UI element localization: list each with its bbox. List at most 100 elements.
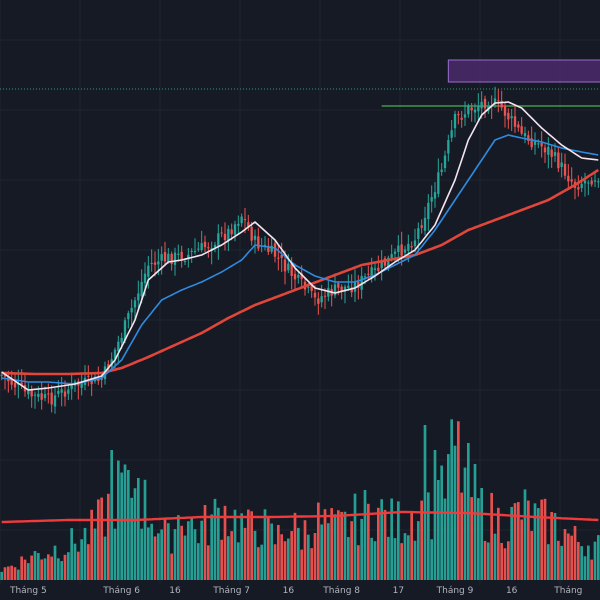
candle-body: [590, 180, 593, 185]
volume-bar: [33, 551, 37, 580]
candle-body: [470, 107, 473, 111]
candle-body: [550, 149, 553, 157]
ma-slow-line: [1, 168, 599, 376]
candle-body: [270, 245, 273, 252]
candle-body: [27, 390, 30, 395]
volume-bar: [283, 541, 287, 580]
candle-body: [40, 393, 43, 400]
candle-body: [207, 247, 210, 249]
ma-mid-line: [1, 134, 599, 385]
volume-bar: [303, 520, 307, 580]
volume-bar: [77, 551, 80, 580]
candle-body: [557, 152, 560, 169]
volume-bar: [503, 548, 507, 580]
candle-body: [177, 253, 180, 256]
candle-body: [100, 378, 103, 380]
volume-bar: [477, 498, 480, 580]
candle-body: [53, 395, 57, 407]
volume-bar: [420, 500, 423, 580]
candle-body: [217, 233, 220, 247]
candle-body: [430, 197, 433, 202]
volume-bar: [243, 527, 247, 580]
volume-bar: [573, 525, 577, 580]
volume-bar: [443, 498, 447, 580]
volume-bar: [197, 543, 200, 580]
volume-bar: [313, 533, 317, 580]
candle-body: [547, 146, 550, 155]
volume-bar: [287, 538, 290, 580]
candle-body: [383, 258, 387, 266]
volume-bar: [267, 516, 270, 580]
volume-bar: [100, 497, 103, 580]
volume-bar: [457, 421, 460, 580]
volume-bar: [203, 505, 207, 580]
candle-body: [297, 274, 300, 278]
candle-body: [593, 180, 597, 182]
volume-bar: [147, 527, 150, 580]
candle-body: [200, 243, 203, 251]
volume-bar: [137, 478, 140, 580]
volume-bar: [360, 518, 363, 580]
candle-body: [427, 202, 430, 220]
volume-bar: [333, 514, 337, 580]
candle-body: [560, 162, 563, 167]
x-tick-label: Tháng 8: [322, 586, 360, 596]
volume-bar: [560, 545, 563, 580]
volume-bar: [540, 499, 543, 580]
volume-bar: [113, 528, 117, 580]
volume-bar: [310, 548, 313, 580]
candle-body: [523, 133, 527, 137]
candle-body: [183, 261, 187, 263]
candle-body: [10, 378, 13, 385]
volume-bar: [520, 519, 523, 580]
volume-bar: [160, 529, 163, 580]
volume-bar: [57, 558, 60, 580]
volume-bar: [320, 524, 323, 580]
volume-bar: [587, 545, 590, 580]
candle-body: [20, 382, 23, 385]
volume-bar: [263, 509, 267, 580]
candle-body: [57, 391, 60, 394]
volume-bar: [210, 514, 213, 580]
candle-body: [363, 276, 367, 278]
candle-body: [60, 389, 63, 393]
volume-ma-line: [1, 510, 599, 524]
candle-body: [243, 219, 247, 221]
volume-bar: [143, 479, 147, 580]
volume-bar: [10, 565, 13, 580]
candle-body: [417, 228, 420, 239]
candle-body: [130, 307, 133, 313]
candle-body: [227, 228, 230, 241]
volume-bar: [340, 511, 343, 580]
candle-body: [500, 100, 503, 108]
volume-bar: [487, 542, 490, 580]
volume-bar: [417, 521, 420, 580]
volume-bar: [470, 497, 473, 580]
candle-body: [580, 183, 583, 189]
candle-body: [3, 374, 7, 377]
volume-bar: [247, 509, 250, 580]
candle-body: [70, 382, 73, 389]
candle-body: [537, 143, 540, 145]
volume-bar: [323, 509, 327, 580]
volume-bar: [530, 530, 533, 580]
candles: [0, 86, 600, 414]
volume-bar: [543, 498, 547, 580]
volume-bar: [500, 542, 503, 580]
candle-body: [577, 187, 580, 190]
volume-bar: [593, 541, 597, 580]
candle-body: [37, 393, 40, 397]
candle-body: [353, 282, 357, 292]
volume-bar: [510, 506, 513, 580]
volume-bar: [227, 536, 230, 580]
candle-body: [113, 349, 117, 359]
volume-bar: [97, 499, 100, 580]
candle-body: [167, 253, 170, 262]
volume-bar: [23, 559, 27, 580]
candle-body: [307, 286, 310, 288]
volume-bar: [73, 543, 77, 580]
candle-body: [380, 261, 383, 269]
volume-bar: [47, 554, 50, 580]
volume-bar: [563, 529, 567, 580]
